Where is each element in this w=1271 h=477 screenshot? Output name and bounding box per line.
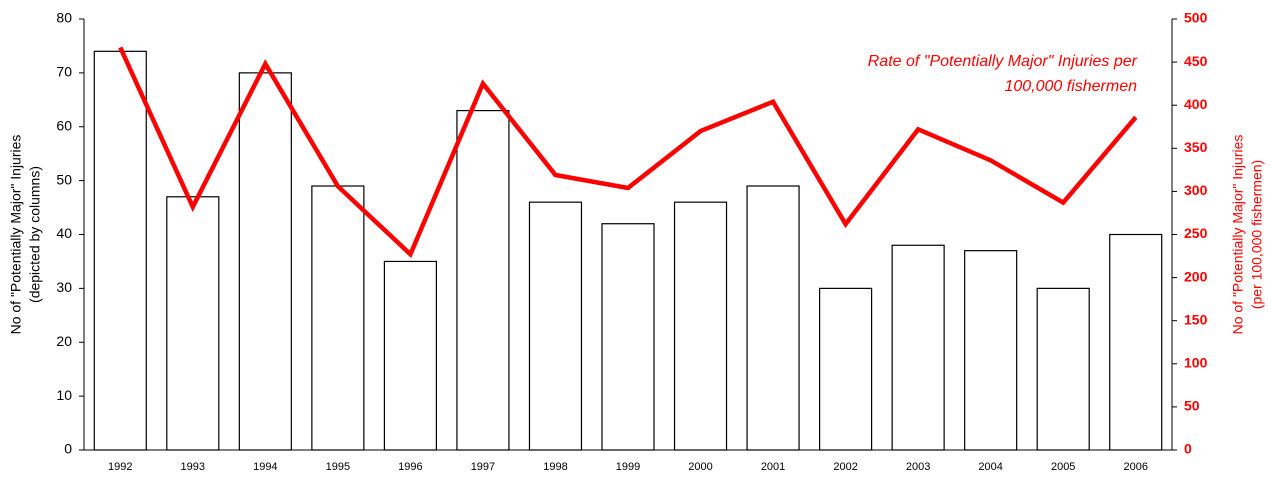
- y2-tick-label: 200: [1184, 268, 1208, 284]
- y2-tick-label: 350: [1184, 139, 1208, 155]
- x-tick-label: 2001: [761, 461, 785, 473]
- y2-tick-label: 450: [1184, 53, 1208, 69]
- y2-tick-label: 500: [1184, 10, 1208, 26]
- bar: [891, 244, 945, 451]
- x-tick-label: 1993: [181, 461, 205, 473]
- x-tick-label: 1998: [543, 461, 567, 473]
- y-tick-label: 10: [56, 387, 72, 403]
- x-tick-label: 1992: [108, 461, 132, 473]
- y-tick-label: 0: [64, 441, 72, 457]
- y-tick-label: 70: [56, 64, 72, 80]
- y-tick-label: 20: [56, 333, 72, 349]
- x-tick-label: 1997: [471, 461, 495, 473]
- bar: [673, 201, 728, 451]
- bar: [383, 260, 437, 451]
- bar: [238, 72, 292, 451]
- bar: [93, 50, 147, 451]
- y-tick-label: 40: [56, 225, 72, 241]
- x-tick-label: 1995: [326, 461, 350, 473]
- x-tick-label: 1999: [616, 461, 640, 473]
- y-tick-label: 80: [56, 10, 72, 26]
- bar: [746, 185, 800, 451]
- x-tick-label: 2003: [906, 461, 930, 473]
- y2-axis-title: No of "Potentially Major" Injuries: [1230, 135, 1246, 335]
- y-axis-title: No of "Potentially Major" Injuries: [8, 135, 24, 335]
- y2-tick-label: 0: [1184, 441, 1192, 457]
- x-tick-label: 2004: [978, 461, 1002, 473]
- y2-tick-label: 400: [1184, 96, 1208, 112]
- bar: [311, 185, 365, 451]
- annotation: 100,000 fishermen: [1004, 78, 1137, 95]
- bar: [166, 196, 220, 451]
- bar: [528, 201, 583, 451]
- y2-tick-label: 150: [1184, 311, 1208, 327]
- x-tick-label: 1994: [253, 461, 277, 473]
- line: [118, 46, 1138, 259]
- x-tick-label: 2006: [1123, 461, 1147, 473]
- y-tick-label: 50: [56, 171, 72, 187]
- x-tick-label: 1996: [398, 461, 422, 473]
- x-tick-label: 2002: [833, 461, 857, 473]
- bar: [456, 109, 510, 451]
- bar: [601, 223, 655, 451]
- y-tick-label: 60: [56, 117, 72, 133]
- y-axis-title: (depicted by columns): [27, 166, 43, 303]
- bar: [1109, 233, 1163, 451]
- bar: [964, 250, 1018, 451]
- y2-tick-label: 300: [1184, 182, 1208, 198]
- y2-tick-label: 50: [1184, 398, 1200, 414]
- y2-axis-title: (per 100,000 fishermen): [1249, 160, 1265, 309]
- y-tick-label: 30: [56, 279, 72, 295]
- y2-tick-label: 100: [1184, 355, 1208, 371]
- bar: [1036, 287, 1090, 451]
- y2-tick-label: 250: [1184, 225, 1208, 241]
- x-tick-label: 2005: [1051, 461, 1075, 473]
- bar: [818, 287, 873, 451]
- x-tick-label: 2000: [688, 461, 712, 473]
- annotation: Rate of "Potentially Major" Injuries per: [868, 53, 1138, 70]
